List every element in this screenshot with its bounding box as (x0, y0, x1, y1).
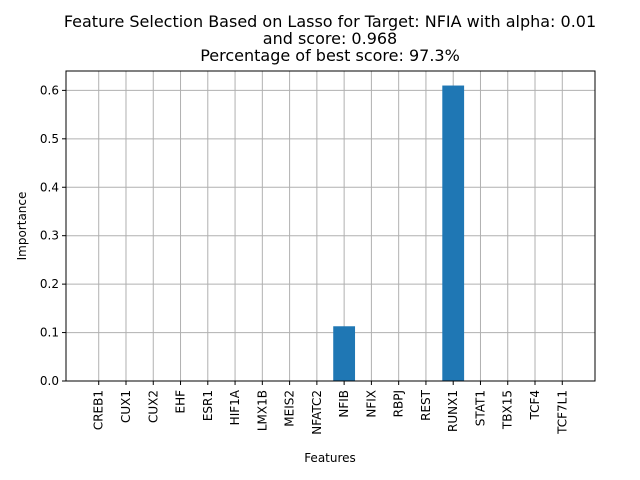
chart-title-line-1: Feature Selection Based on Lasso for Tar… (64, 12, 596, 31)
y-axis-label: Importance (15, 192, 29, 261)
x-tick-label: CREB1 (92, 390, 106, 430)
x-tick-label: LMX1B (255, 390, 269, 431)
y-tick-label: 0.1 (40, 326, 59, 340)
bars (333, 85, 465, 381)
x-tick-label: STAT1 (473, 390, 487, 426)
x-tick-label: NFIB (337, 390, 351, 418)
y-tick-label: 0.2 (40, 277, 59, 291)
x-tick-label: NFATC2 (310, 390, 324, 435)
x-tick-label: TBX15 (501, 390, 515, 430)
x-tick-label: MEIS2 (283, 390, 297, 427)
x-tick-label: CUX2 (146, 390, 160, 423)
x-axis-ticks: CREB1 CUX1 CUX2 EHF ESR1 HIF1A LMX1B MEIS2 NFATC… (92, 381, 569, 435)
x-tick-label: CUX1 (119, 390, 133, 423)
x-axis-label: Features (304, 451, 356, 465)
x-tick-label: HIF1A (228, 389, 242, 425)
bar-nfib (333, 326, 356, 381)
plot-frame (65, 70, 596, 382)
chart-title-line-2: and score: 0.968 (263, 29, 397, 48)
x-tick-label: NFIX (364, 390, 378, 418)
y-tick-label: 0.3 (40, 229, 59, 243)
x-tick-label: TCF4 (528, 390, 542, 421)
x-tick-label: RUNX1 (446, 390, 460, 432)
x-tick-label: REST (419, 389, 433, 421)
bar-runx1 (442, 85, 465, 381)
x-tick-label: RBPJ (392, 390, 406, 417)
y-tick-label: 0.0 (40, 374, 59, 388)
x-tick-label: TCF7L1 (555, 390, 569, 435)
x-tick-label: ESR1 (201, 390, 215, 421)
y-tick-label: 0.6 (40, 83, 59, 97)
y-tick-label: 0.5 (40, 132, 59, 146)
chart-title-line-3: Percentage of best score: 97.3% (200, 46, 460, 65)
y-tick-label: 0.4 (40, 180, 59, 194)
grid-lines (66, 71, 595, 382)
y-axis-ticks: 0.0 0.1 0.2 0.3 0.4 0.5 0.6 (40, 83, 66, 388)
x-tick-label: EHF (174, 390, 188, 414)
